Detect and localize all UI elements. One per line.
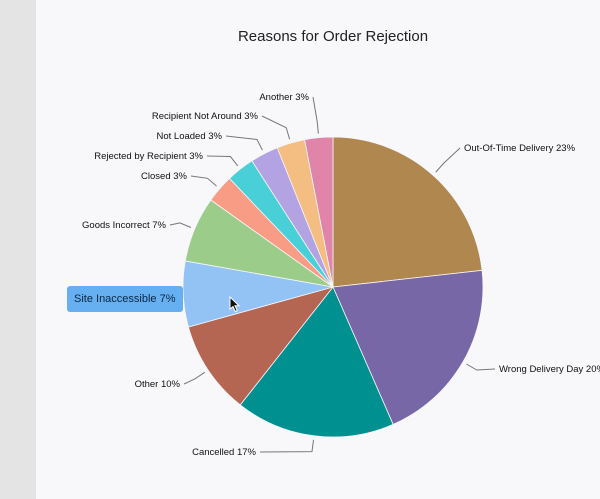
- leader-line: [190, 175, 217, 187]
- pie-slice[interactable]: [304, 136, 334, 288]
- pie-slice[interactable]: [332, 136, 483, 288]
- leader-line: [225, 135, 263, 151]
- slice-label: Rejected by Recipient 3%: [94, 151, 203, 162]
- leader-line: [183, 371, 206, 385]
- leader-line: [259, 439, 315, 453]
- slice-label: Other 10%: [135, 379, 181, 390]
- slice-label: Wrong Delivery Day 20%: [499, 364, 600, 375]
- pie-slice[interactable]: [332, 269, 484, 425]
- leader-line: [206, 155, 239, 167]
- slice-tooltip: Site Inaccessible 7%: [67, 286, 183, 312]
- pie-slice[interactable]: [187, 286, 335, 406]
- slice-label: Closed 3%: [141, 171, 187, 182]
- slice-label: Goods Incorrect 7%: [82, 220, 167, 231]
- slice-label: Recipient Not Around 3%: [152, 111, 259, 122]
- slice-label: Out-Of-Time Delivery 23%: [464, 143, 576, 154]
- leader-line: [466, 363, 496, 371]
- slice-label: Cancelled 17%: [192, 447, 256, 458]
- mouse-pointer-icon: [229, 296, 241, 313]
- chart-title: Reasons for Order Rejection: [237, 28, 429, 45]
- leader-line: [169, 222, 192, 228]
- leader-line: [435, 147, 461, 173]
- pie-slice[interactable]: [239, 286, 394, 438]
- leader-line: [312, 96, 319, 134]
- left-sidebar-strip: [0, 0, 36, 499]
- slice-label: Not Loaded 3%: [157, 131, 223, 142]
- slice-label: Another 3%: [259, 92, 309, 103]
- leader-line: [261, 115, 291, 140]
